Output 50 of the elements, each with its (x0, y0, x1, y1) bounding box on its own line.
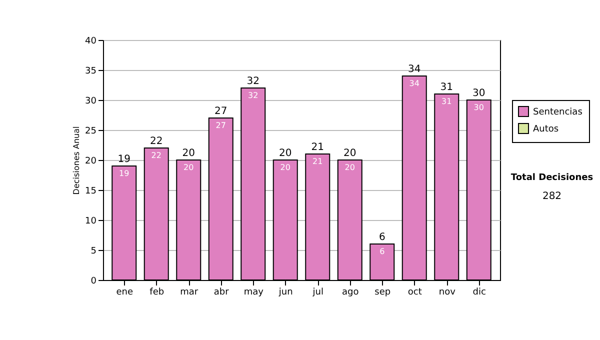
x-tick-label: abr (214, 288, 230, 298)
total-label: 20 (182, 148, 195, 159)
legend-label: Sentencias (533, 108, 583, 118)
x-tick-label: sep (374, 288, 391, 298)
total-label: 6 (378, 232, 386, 243)
data-label: 20 (344, 163, 355, 172)
y-tick-label: 25 (85, 126, 96, 136)
x-tick-label: oct (408, 288, 422, 298)
total-label: 20 (344, 148, 356, 159)
data-label: 31 (442, 97, 452, 106)
data-label: 21 (312, 157, 323, 166)
x-tick-label: ene (116, 288, 134, 298)
data-label: 20 (184, 163, 194, 172)
x-tick-label: jun (278, 288, 293, 298)
data-label: 6 (380, 247, 385, 256)
y-axis-title: Decisiones Anual (72, 126, 82, 195)
x-tick-label: may (244, 288, 264, 298)
y-tick-label: 5 (90, 246, 96, 256)
x-tick-label: mar (180, 288, 198, 298)
data-label: 30 (474, 103, 484, 112)
legend-label: Autos (533, 124, 559, 134)
y-tick-label: 30 (85, 96, 97, 106)
data-label: 20 (280, 163, 290, 172)
total-label: 31 (440, 82, 453, 93)
y-tick-label: 35 (85, 66, 96, 76)
total-label: 21 (311, 142, 324, 153)
data-label: 27 (216, 121, 226, 130)
x-tick-label: nov (438, 288, 456, 298)
data-label: 32 (248, 91, 258, 100)
y-tick-label: 20 (85, 156, 97, 166)
y-tick-label: 10 (85, 216, 97, 226)
data-label: 19 (119, 169, 130, 178)
total-label: 20 (279, 148, 292, 159)
text: Total Decisiones (510, 172, 594, 183)
total-label: 19 (118, 154, 130, 165)
total-label: 30 (472, 88, 486, 99)
total-label: 27 (214, 106, 228, 117)
y-tick-label: 0 (90, 276, 97, 286)
total-label: 32 (246, 76, 260, 87)
x-tick-label: jul (312, 288, 324, 298)
x-tick-label: feb (150, 288, 164, 298)
total-label: 22 (150, 136, 163, 147)
x-tick-label: dic (472, 288, 486, 298)
data-label: 22 (151, 151, 162, 160)
text: 282 (542, 190, 562, 202)
y-tick-label: 15 (85, 186, 96, 196)
x-tick-label: ago (342, 288, 360, 298)
data-label: 34 (409, 79, 420, 88)
total-label: 34 (408, 64, 421, 75)
y-tick-label: 40 (85, 36, 97, 46)
